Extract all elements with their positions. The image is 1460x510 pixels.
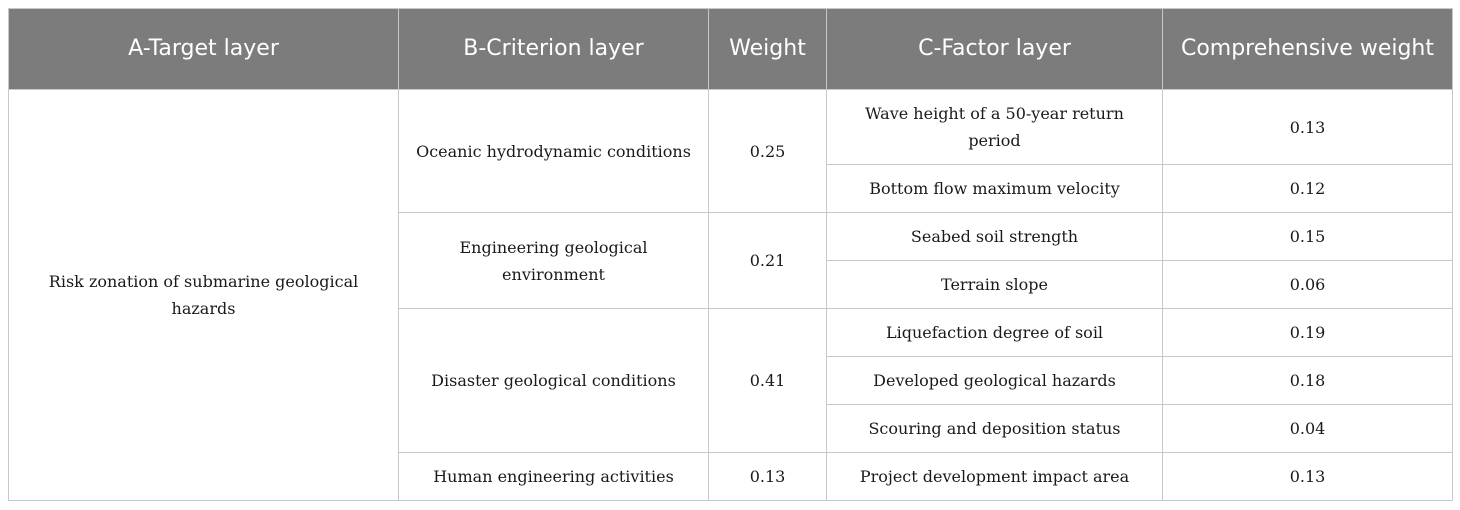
table-row: Scouring and deposition status 0.04 bbox=[9, 404, 1453, 453]
criterion-cell: Oceanic hydrodynamic conditions bbox=[398, 89, 709, 213]
table-row: Engineering geological environment 0.21 … bbox=[9, 212, 1453, 309]
criterion-weight-cell: 0.13 bbox=[708, 452, 827, 501]
comprehensive-weight-cell: 0.06 bbox=[1162, 260, 1453, 309]
criterion-cell: Human engineering activities bbox=[398, 452, 709, 501]
header-factor-layer: C-Factor layer bbox=[826, 8, 1163, 90]
header-target-layer: A-Target layer bbox=[8, 8, 399, 90]
criterion-weight-cell: 0.41 bbox=[708, 308, 827, 453]
risk-weight-table: A-Target layer B-Criterion layer Weight … bbox=[8, 8, 1453, 501]
table-row: Risk zonation of submarine geological ha… bbox=[8, 89, 1453, 501]
factor-cell: Wave height of a 50-year return period bbox=[826, 89, 1163, 165]
criterion-weight-cell: 0.25 bbox=[708, 89, 827, 213]
header-criterion-layer: B-Criterion layer bbox=[398, 8, 709, 90]
factor-cell: Seabed soil strength bbox=[826, 212, 1163, 261]
criterion-cell: Disaster geological conditions bbox=[398, 308, 709, 453]
comprehensive-weight-cell: 0.15 bbox=[1162, 212, 1453, 261]
comprehensive-weight-cell: 0.13 bbox=[1162, 89, 1453, 165]
table-row: Human engineering activities 0.13 Projec… bbox=[9, 452, 1453, 501]
comprehensive-weight-cell: 0.13 bbox=[1162, 452, 1453, 501]
header-weight: Weight bbox=[708, 8, 827, 90]
table-header-row: A-Target layer B-Criterion layer Weight … bbox=[8, 8, 1453, 90]
criterion-weight-cell: 0.21 bbox=[708, 212, 827, 309]
factor-cell: Developed geological hazards bbox=[826, 356, 1163, 405]
comprehensive-weight-cell: 0.04 bbox=[1162, 404, 1453, 453]
factor-cell: Liquefaction degree of soil bbox=[826, 308, 1163, 357]
table-row: Bottom flow maximum velocity 0.12 bbox=[9, 164, 1453, 213]
comprehensive-weight-cell: 0.18 bbox=[1162, 356, 1453, 405]
comprehensive-weight-cell: 0.19 bbox=[1162, 308, 1453, 357]
factor-cell: Project development impact area bbox=[826, 452, 1163, 501]
comprehensive-weight-cell: 0.12 bbox=[1162, 164, 1453, 213]
table-row: Terrain slope 0.06 bbox=[9, 260, 1453, 309]
header-comprehensive-weight: Comprehensive weight bbox=[1162, 8, 1453, 90]
factor-cell: Scouring and deposition status bbox=[826, 404, 1163, 453]
target-layer-cell: Risk zonation of submarine geological ha… bbox=[8, 89, 399, 501]
criterion-cell: Engineering geological environment bbox=[398, 212, 709, 309]
factor-cell: Bottom flow maximum velocity bbox=[826, 164, 1163, 213]
factor-cell: Terrain slope bbox=[826, 260, 1163, 309]
